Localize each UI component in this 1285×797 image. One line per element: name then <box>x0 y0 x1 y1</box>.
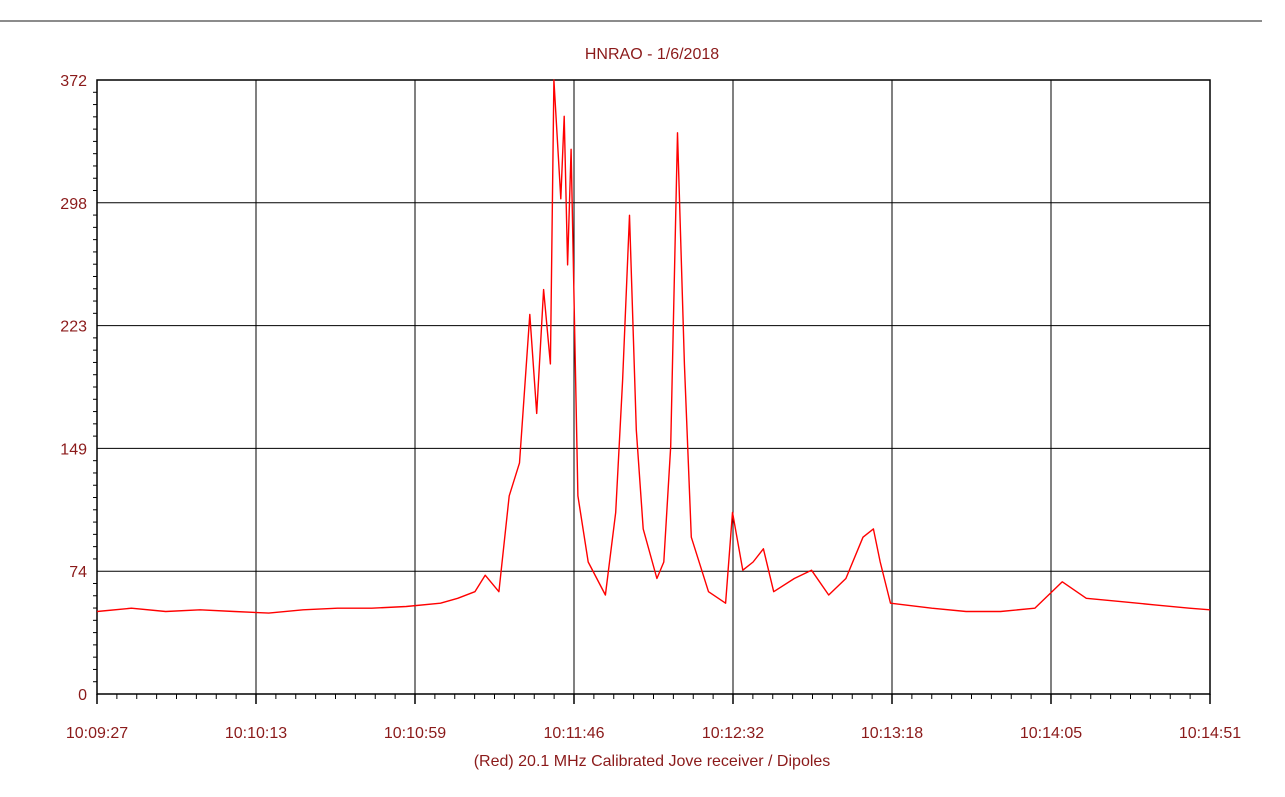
x-axis-ticks: 10:09:27 10:10:13 10:10:59 10:11:46 10:12:32… <box>66 725 1241 742</box>
x-axis-label: (Red) 20.1 MHz Calibrated Jove receiver … <box>474 753 831 770</box>
x-tick-label: 10:12:32 <box>702 725 764 742</box>
x-tick-label: 10:09:27 <box>66 725 128 742</box>
x-tick-label: 10:10:59 <box>384 725 446 742</box>
series-layer <box>96 79 1211 614</box>
plot-frame <box>96 79 1211 695</box>
y-tick-label: 0 <box>78 687 87 704</box>
y-tick-label: 149 <box>60 441 87 458</box>
y-axis-ticks: 0 74 149 223 298 372 <box>60 73 87 704</box>
x-tick-label: 10:10:13 <box>225 725 287 742</box>
x-tick-label: 10:11:46 <box>543 725 604 742</box>
y-tick-label: 223 <box>60 319 87 336</box>
chart-title: HNRAO - 1/6/2018 <box>585 46 719 63</box>
top-border <box>0 20 1262 22</box>
y-tick-label: 74 <box>69 564 87 581</box>
series-line <box>96 79 1211 614</box>
x-tick-label: 10:13:18 <box>861 725 923 742</box>
x-tick-label: 10:14:05 <box>1020 725 1082 742</box>
minor-ticks <box>93 91 1211 704</box>
x-tick-label: 10:14:51 <box>1179 725 1241 742</box>
y-tick-label: 372 <box>60 73 87 90</box>
grid <box>97 80 1210 694</box>
y-tick-label: 298 <box>60 196 87 213</box>
